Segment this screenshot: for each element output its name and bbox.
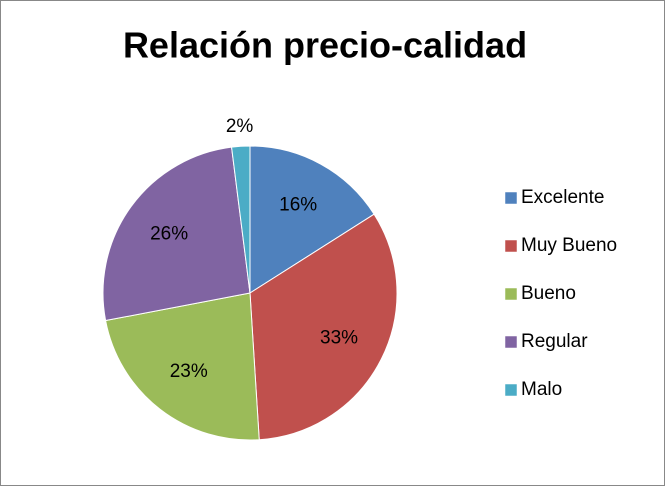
legend-swatch xyxy=(504,191,518,205)
data-label: 33% xyxy=(320,327,358,348)
pie-slice xyxy=(102,146,251,322)
legend-swatch xyxy=(504,287,518,301)
legend-label: Muy Bueno xyxy=(521,235,617,256)
data-label: 26% xyxy=(150,223,188,244)
data-label: 23% xyxy=(170,361,208,382)
pie-slice xyxy=(249,213,398,441)
pie-slice xyxy=(105,292,260,441)
data-label: 16% xyxy=(279,194,317,215)
data-label: 2% xyxy=(226,116,254,137)
legend-swatch xyxy=(504,239,518,253)
pie-slice xyxy=(231,145,251,294)
legend-label: Bueno xyxy=(521,283,576,304)
legend-swatch xyxy=(504,335,518,349)
legend-label: Malo xyxy=(521,379,562,400)
pie-slice xyxy=(249,145,375,294)
chart-title: Relación precio-calidad xyxy=(123,25,527,66)
legend-label: Excelente xyxy=(521,187,604,208)
legend-label: Regular xyxy=(521,331,588,352)
legend-swatch xyxy=(504,383,518,397)
